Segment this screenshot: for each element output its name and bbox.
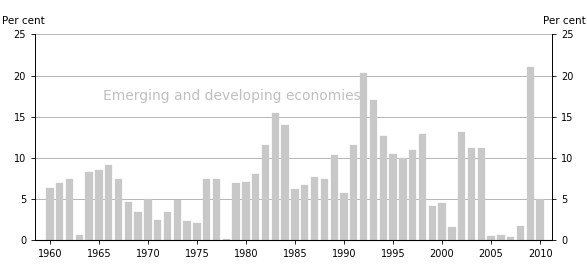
Bar [330,155,338,240]
Bar [242,182,249,240]
Bar [311,177,318,240]
Bar [458,132,465,240]
Bar [85,172,93,240]
Bar [399,158,407,240]
Text: Per cent: Per cent [2,16,44,26]
Bar [340,193,348,240]
Bar [56,183,63,240]
Bar [321,179,328,240]
Bar [203,179,210,240]
Bar [213,179,220,240]
Bar [105,165,112,240]
Bar [115,179,122,240]
Bar [124,202,132,240]
Bar [448,227,456,240]
Bar [478,148,485,240]
Bar [282,125,289,240]
Bar [517,226,524,240]
Bar [291,189,299,240]
Bar [262,145,269,240]
Bar [193,223,201,240]
Bar [497,235,505,240]
Bar [222,239,230,240]
Bar [183,221,191,240]
Bar [419,134,426,240]
Bar [232,183,240,240]
Bar [350,145,357,240]
Text: Emerging and developing economies: Emerging and developing economies [103,89,360,103]
Bar [174,200,181,240]
Bar [252,174,259,240]
Bar [507,237,514,240]
Text: Per cent: Per cent [543,16,585,26]
Bar [487,236,495,240]
Bar [438,203,446,240]
Bar [76,235,83,240]
Bar [527,67,534,240]
Bar [537,199,544,240]
Bar [301,185,308,240]
Bar [370,100,377,240]
Bar [380,136,387,240]
Bar [144,199,151,240]
Bar [389,154,397,240]
Bar [46,188,53,240]
Bar [164,211,171,240]
Bar [95,170,103,240]
Bar [66,179,73,240]
Bar [360,73,367,240]
Bar [409,150,416,240]
Bar [429,206,436,240]
Bar [154,220,161,240]
Bar [272,113,279,240]
Bar [468,148,475,240]
Bar [134,212,141,240]
